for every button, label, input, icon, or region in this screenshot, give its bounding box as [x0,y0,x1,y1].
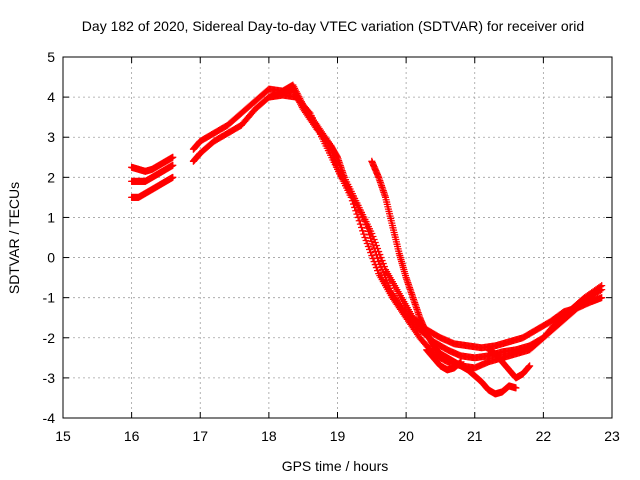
point-marker [369,241,377,249]
x-tick-label: 22 [536,428,552,444]
point-marker [368,238,376,246]
point-marker [366,246,374,254]
series-track-9 [484,346,534,382]
point-marker [364,243,372,251]
point-marker [372,251,380,259]
x-tick-label: 23 [604,428,620,444]
point-marker [362,237,370,245]
point-marker [598,286,606,294]
point-marker [356,220,364,228]
point-marker [367,234,375,242]
x-tick-label: 19 [330,428,346,444]
point-marker [368,252,376,260]
y-tick-label: 3 [47,129,55,145]
point-marker [362,221,370,229]
point-marker [169,161,177,169]
x-axis-ticks: 15 16 17 18 19 20 21 22 23 [55,57,620,444]
point-marker [305,108,313,116]
point-marker [371,248,379,256]
point-marker [355,217,363,225]
series-track-3 [128,153,177,175]
series-track-8 [423,346,465,374]
y-tick-label: 4 [47,89,55,105]
x-tick-label: 20 [398,428,414,444]
point-marker [372,264,380,272]
point-marker [596,287,604,295]
x-tick-label: 16 [124,428,140,444]
series-track-7 [368,157,520,398]
chart-title: Day 182 of 2020, Sidereal Day-to-day VTE… [82,18,584,34]
point-marker [367,249,375,257]
x-axis-title: GPS time / hours [282,458,389,474]
y-axis-title: SDTVAR / TECUs [6,182,22,294]
point-marker [377,254,385,262]
y-tick-label: -1 [43,290,56,306]
series-track-4 [189,85,606,352]
series-track-2 [128,161,177,185]
point-marker [361,217,369,225]
point-marker [526,362,534,370]
x-tick-label: 21 [467,428,483,444]
point-marker [169,153,177,161]
point-marker [361,234,369,241]
data-points [128,81,606,398]
point-marker [364,227,372,235]
point-marker [374,254,382,262]
point-marker [354,213,362,221]
y-tick-label: -2 [43,330,56,346]
point-marker [358,223,366,231]
x-tick-label: 18 [261,428,277,444]
point-marker [374,267,382,275]
point-marker [360,230,368,238]
y-tick-label: 5 [47,49,55,65]
x-tick-label: 17 [192,428,208,444]
x-tick-label: 15 [55,428,71,444]
point-marker [457,358,465,366]
series-track-1 [128,173,177,201]
y-tick-label: -3 [43,370,56,386]
point-marker [169,173,177,181]
point-marker [598,294,606,302]
y-tick-label: 1 [47,209,55,225]
series-track-6 [265,91,606,362]
point-marker [363,224,371,232]
point-marker [512,384,520,392]
point-marker [363,240,371,248]
point-marker [370,244,378,252]
y-tick-label: -4 [43,410,56,426]
y-axis-ticks: -4 -3 -2 -1 0 1 2 3 4 5 [43,49,612,426]
y-tick-label: 0 [47,250,55,266]
point-marker [378,257,386,265]
point-marker [366,231,374,239]
point-marker [359,227,367,235]
y-tick-label: 2 [47,169,55,185]
